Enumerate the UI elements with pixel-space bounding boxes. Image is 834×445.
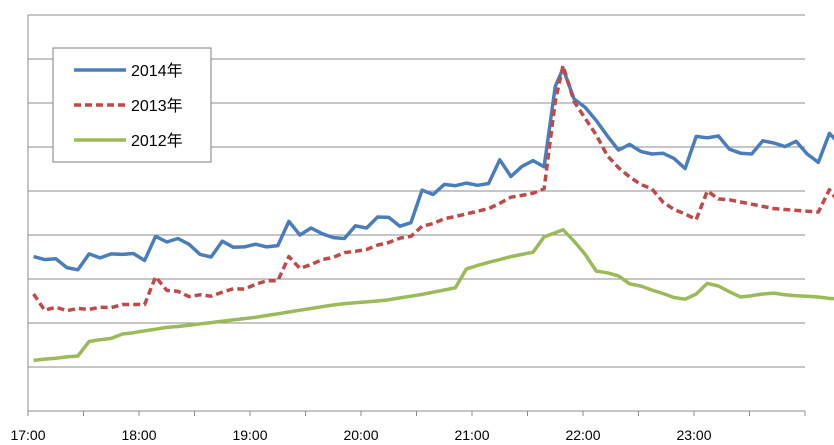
x-tick-label: 17:00 (10, 427, 45, 443)
series-lines (32, 63, 834, 363)
legend: 2014年 2013年 2012年 (52, 47, 212, 163)
series-line-1 (33, 66, 834, 272)
legend-label-2: 2013年 (131, 97, 183, 115)
x-tick-label: 19:00 (232, 427, 267, 443)
x-tick-label: 20:00 (343, 427, 378, 443)
series-line-3 (33, 227, 834, 363)
x-axis-tick-labels: 17:00 18:00 19:00 20:00 21:00 22:00 23:00 (10, 427, 711, 443)
series-line-2 (32, 63, 834, 313)
legend-label-1: 2014年 (131, 62, 183, 80)
legend-label-3: 2012年 (131, 132, 183, 150)
x-tick-label: 23:00 (676, 427, 711, 443)
x-tick-label: 18:00 (121, 427, 156, 443)
x-tick-label: 22:00 (565, 427, 600, 443)
x-tick-label: 21:00 (454, 427, 489, 443)
x-axis-ticks (27, 411, 806, 416)
